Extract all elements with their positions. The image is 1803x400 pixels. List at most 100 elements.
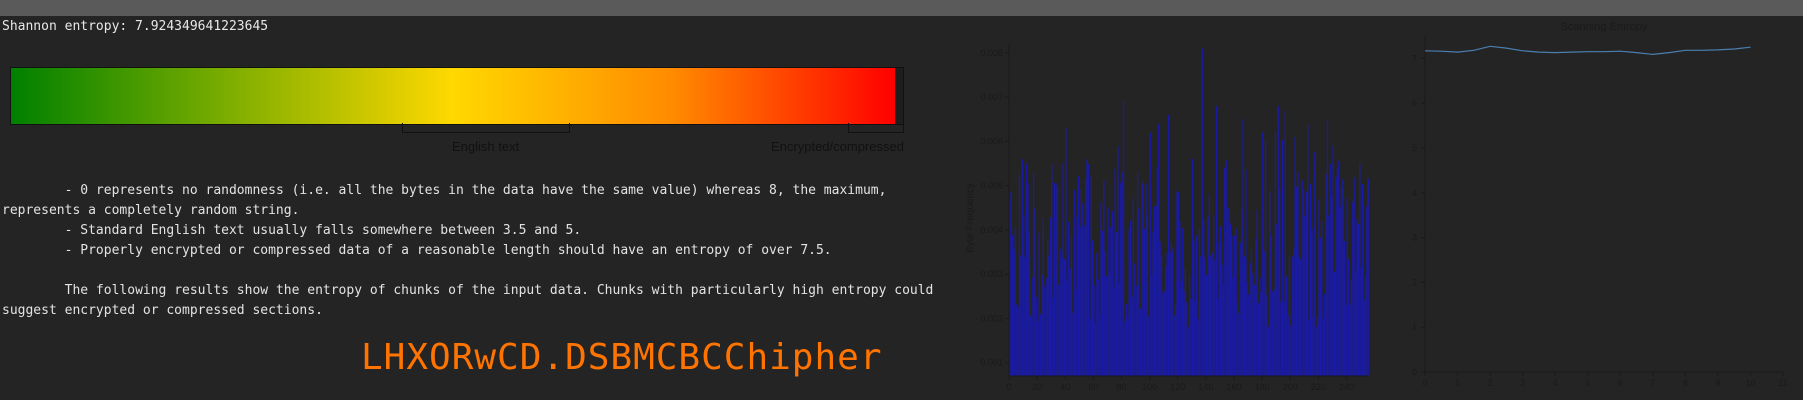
frequency-bar	[1301, 179, 1303, 376]
explanation-line: - Standard English text usually falls so…	[2, 223, 582, 238]
frequency-bar	[1325, 173, 1327, 376]
x-tick-label: 5	[1585, 378, 1590, 388]
frequency-bar	[1270, 235, 1272, 376]
frequency-bar	[1319, 238, 1322, 376]
frequency-bar	[1201, 48, 1203, 376]
frequency-bar	[1346, 197, 1348, 376]
frequency-bar	[1046, 239, 1049, 376]
frequency-bar	[1153, 206, 1156, 376]
frequency-bar	[1204, 257, 1206, 376]
y-ticks: 0.001 0.002 0.003 0.004 0.005 0.006 0.007 0.008	[980, 48, 1009, 368]
frequency-bar	[1291, 256, 1293, 376]
frequency-bar	[1194, 300, 1196, 376]
frequency-bar	[1210, 255, 1212, 376]
frequency-bar	[1356, 218, 1358, 376]
frequency-bar	[1009, 199, 1011, 376]
frequency-bars	[1009, 48, 1369, 377]
frequency-bar	[1267, 326, 1270, 376]
frequency-bar	[1049, 217, 1052, 376]
frequency-bar	[1167, 114, 1170, 377]
frequency-bar	[1025, 163, 1028, 376]
y-tick-label: 6	[1412, 98, 1417, 108]
y-axis-label: Byte Frequency	[965, 183, 976, 253]
frequency-bar	[1152, 231, 1154, 376]
frequency-bar	[1235, 228, 1237, 376]
frequency-bar	[1242, 119, 1244, 377]
frequency-bar	[1315, 326, 1317, 376]
frequency-bar	[1121, 172, 1123, 376]
frequency-bar	[1364, 275, 1367, 376]
frequency-bar	[1279, 189, 1281, 376]
frequency-bar	[1203, 220, 1205, 376]
frequency-bar	[1120, 182, 1122, 376]
frequency-bar	[1248, 294, 1250, 376]
frequency-bar	[1328, 215, 1330, 376]
x-ticks: 0 20 40 60 80 100 120 140 160 180 200 220 240	[1006, 376, 1354, 392]
y-tick-label: 0	[1412, 367, 1417, 377]
x-tick-label: 4	[1553, 378, 1558, 388]
y-tick-label: 0.005	[980, 181, 1003, 191]
frequency-bar	[1326, 119, 1329, 377]
frequency-bar	[1318, 199, 1320, 376]
frequency-bar	[1363, 299, 1365, 376]
frequency-bar	[1302, 189, 1305, 376]
y-tick-label: 0.007	[980, 92, 1003, 102]
x-tick-label: 10	[1745, 378, 1755, 388]
frequency-bar	[1218, 242, 1220, 376]
y-tick-label: 0.004	[980, 225, 1003, 235]
frequency-bar	[1250, 249, 1253, 376]
frequency-bar	[1061, 257, 1063, 376]
frequency-bar	[1263, 251, 1265, 376]
frequency-bar	[1190, 298, 1192, 376]
frequency-bar	[1322, 318, 1324, 376]
frequency-bar	[1011, 234, 1014, 376]
frequency-bar	[1127, 317, 1129, 376]
frequency-bar	[1324, 293, 1326, 376]
frequency-bar	[1359, 163, 1361, 376]
frequency-bar	[1048, 255, 1050, 376]
frequency-bar	[1129, 220, 1132, 376]
frequency-bar	[1132, 197, 1135, 376]
frequency-bar	[1259, 277, 1261, 376]
frequency-bar	[1135, 285, 1137, 376]
x-tick-label: 60	[1088, 382, 1098, 392]
frequency-bar	[1246, 282, 1248, 376]
frequency-bar	[1146, 214, 1149, 376]
frequency-bar	[1141, 183, 1143, 376]
x-tick-label: 0	[1006, 382, 1011, 392]
frequency-bar	[1131, 297, 1133, 376]
x-tick-label: 120	[1170, 382, 1185, 392]
frequency-bar	[1045, 278, 1047, 376]
frequency-bar	[1329, 163, 1331, 376]
frequency-bar	[1136, 171, 1139, 376]
frequency-bar	[1104, 251, 1106, 376]
frequency-bar	[1091, 240, 1094, 376]
cipher-name: LHXORwCD.DSBMCBCChipher	[361, 337, 883, 378]
y-tick-label: 0.006	[980, 136, 1003, 146]
x-tick-label: 3	[1520, 378, 1525, 388]
y-tick-label: 4	[1412, 188, 1417, 198]
frequency-bar	[1165, 266, 1167, 376]
frequency-bar	[1335, 176, 1337, 376]
frequency-bar	[1103, 180, 1105, 376]
frequency-bar	[1255, 238, 1257, 376]
frequency-bar	[1366, 206, 1368, 376]
x-tick-label: 220	[1311, 382, 1326, 392]
frequency-bar	[1342, 178, 1344, 376]
frequency-bar	[1027, 182, 1029, 376]
frequency-bar	[1158, 123, 1160, 377]
explanation-line: - Properly encrypted or compressed data …	[2, 243, 832, 258]
frequency-bar	[1349, 304, 1351, 376]
y-tick-label: 7	[1412, 53, 1417, 63]
frequency-bar	[1224, 167, 1226, 376]
frequency-bar	[1232, 278, 1234, 376]
frequency-bar	[1017, 306, 1019, 376]
encrypted-bracket	[848, 123, 904, 133]
english-text-bracket	[402, 123, 570, 133]
frequency-bar	[1107, 207, 1109, 376]
frequency-bar	[1353, 177, 1355, 376]
frequency-bar	[1149, 132, 1151, 376]
frequency-bar	[1211, 252, 1213, 376]
frequency-bar	[1039, 313, 1042, 376]
shannon-entropy-value: Shannon entropy: 7.924349641223645	[2, 19, 269, 34]
